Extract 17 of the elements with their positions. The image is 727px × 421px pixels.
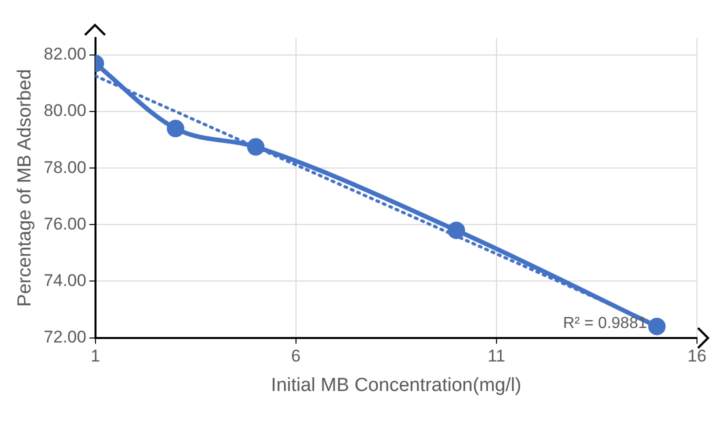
point [648, 318, 666, 336]
x-axis-title: Initial MB Concentration(mg/l) [271, 374, 522, 396]
point [166, 120, 184, 138]
y-tick-label: 80.00 [44, 101, 86, 120]
y-tick-label: 74.00 [44, 270, 86, 290]
annotation: R² = 0.9881 [562, 315, 648, 332]
y-tick-label: 82.00 [44, 44, 86, 64]
x-tick-label: 1 [90, 346, 100, 366]
y-axis-title: Percentage of MB Adsorbed [14, 69, 36, 307]
x-tick-label: 16 [688, 346, 706, 366]
y-tick-label: 78.00 [44, 158, 86, 177]
y-tick-label: 72.00 [44, 327, 86, 346]
point [448, 222, 466, 240]
x-tick-label: 6 [291, 346, 301, 366]
point [247, 138, 265, 156]
x-tick-label: 11 [488, 346, 506, 366]
y-tick-label: 76.00 [44, 214, 86, 234]
